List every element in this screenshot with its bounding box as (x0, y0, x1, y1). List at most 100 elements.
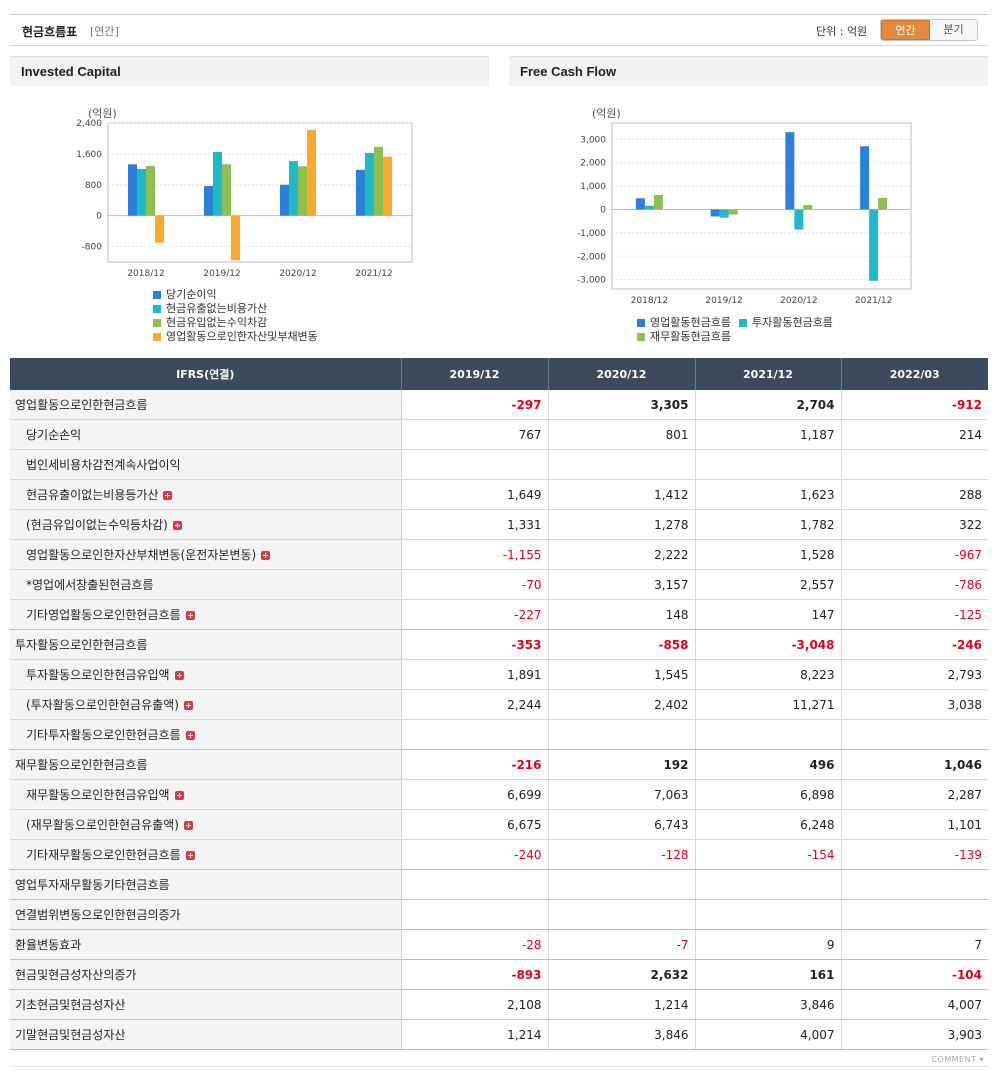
value-cell: -3,048 (695, 629, 842, 660)
header-col-2: 2020/12 (548, 358, 696, 390)
expand-plus-icon[interactable] (163, 491, 173, 500)
value-cell (841, 719, 988, 750)
value-cell: 6,675 (401, 809, 549, 840)
legend-item: 현금유출없는비용가산 (153, 302, 318, 316)
row-label: 당기순손익 (10, 419, 402, 450)
value-cell: -216 (401, 749, 549, 780)
expand-plus-icon[interactable] (185, 851, 195, 860)
row-label[interactable]: (현금유입이없는수익등차감) (10, 509, 402, 540)
x-tick-label: 2018/12 (631, 296, 668, 306)
expand-plus-icon[interactable] (172, 521, 182, 530)
legend-swatch (637, 333, 645, 341)
value-cell: 2,402 (548, 689, 696, 720)
row-label[interactable]: 기타영업활동으로인한현금흐름 (10, 599, 402, 630)
bar (860, 146, 870, 210)
expand-plus-icon[interactable] (174, 791, 184, 800)
bar (383, 156, 392, 216)
row-label: 기초현금및현금성자산 (10, 989, 402, 1020)
bar (644, 205, 654, 210)
row-label[interactable]: 현금유출이없는비용등가산 (10, 479, 402, 510)
expand-plus-icon[interactable] (183, 821, 193, 830)
row-label[interactable]: 재무활동으로인한현금유입액 (10, 779, 402, 810)
value-cell: 2,632 (548, 959, 696, 990)
table-row: 투자활동으로인한현금흐름 -353 -858 -3,048 -246 (10, 629, 988, 660)
expand-plus-icon[interactable] (185, 731, 195, 740)
table-row: 연결범위변동으로인한현금의증가 (10, 899, 988, 930)
row-label: 영업투자재무활동기타현금흐름 (10, 869, 402, 900)
annual-toggle-button[interactable]: 연간 (881, 20, 930, 40)
value-cell: 4,007 (695, 1019, 842, 1050)
quarter-toggle-button[interactable]: 분기 (930, 20, 977, 40)
value-cell (548, 719, 696, 750)
row-label: 법인세비용차감전계속사업이익 (10, 449, 402, 480)
row-label-text: 기말현금및현금성자산 (15, 1028, 126, 1042)
value-cell: 2,704 (695, 390, 842, 420)
value-cell: 2,287 (841, 779, 988, 810)
comment-toggle[interactable]: COMMENT ▾ (931, 1055, 984, 1064)
value-cell: 2,557 (695, 569, 842, 600)
bar (146, 165, 155, 216)
value-cell: 147 (695, 599, 842, 630)
value-cell: 6,898 (695, 779, 842, 810)
value-cell: 7 (841, 929, 988, 960)
value-cell: 8,223 (695, 659, 842, 690)
unit-label: (억원) (592, 107, 621, 120)
value-cell: 3,157 (548, 569, 696, 600)
legend-label: 영업활동현금흐름 (650, 316, 731, 329)
row-label[interactable]: (투자활동으로인한현금유출액) (10, 689, 402, 720)
bar (374, 146, 383, 216)
value-cell: -28 (401, 929, 549, 960)
bar (803, 205, 813, 210)
y-tick-label: 800 (85, 181, 102, 191)
value-cell: 496 (695, 749, 842, 780)
value-cell: 1,101 (841, 809, 988, 840)
value-cell (548, 449, 696, 480)
table-row: 현금및현금성자산의증가 -893 2,632 161 -104 (10, 959, 988, 990)
unit-label: 단위 : 억원 (816, 25, 868, 38)
value-cell: 9 (695, 929, 842, 960)
table-row: 기타재무활동으로인한현금흐름 -240 -128 -154 -139 (10, 839, 988, 870)
table-row: 기타투자활동으로인한현금흐름 (10, 719, 988, 750)
row-label[interactable]: 영업활동으로인한자산부채변동(운전자본변동) (10, 539, 402, 570)
row-label: *영업에서창출된현금흐름 (10, 569, 402, 600)
value-cell: 1,046 (841, 749, 988, 780)
value-cell: 1,331 (401, 509, 549, 540)
value-cell: -227 (401, 599, 549, 630)
y-tick-label: 1,000 (580, 182, 606, 192)
table-footer-line (10, 1066, 988, 1067)
invested-capital-legend: 당기순이익 현금유출없는비용가산 현금유입없는수익차감 영업활동으로인한자산및부채변동 (153, 288, 318, 344)
expand-plus-icon[interactable] (174, 671, 184, 680)
row-label[interactable]: 기타투자활동으로인한현금흐름 (10, 719, 402, 750)
row-label-text: 현금유출이없는비용등가산 (26, 488, 159, 502)
bar (794, 209, 804, 230)
row-label-text: 영업투자재무활동기타현금흐름 (15, 878, 170, 892)
table-row: 영업투자재무활동기타현금흐름 (10, 869, 988, 900)
row-label[interactable]: 기타재무활동으로인한현금흐름 (10, 839, 402, 870)
y-tick-label: -800 (82, 243, 103, 253)
legend-label: 투자활동현금흐름 (751, 316, 833, 329)
expand-plus-icon[interactable] (261, 551, 271, 560)
value-cell: 2,108 (401, 989, 549, 1020)
table-header-row: IFRS(연결) 2019/12 2020/12 2021/12 2022/03 (10, 358, 988, 390)
y-tick-label: -1,000 (577, 229, 606, 239)
header-col-1: 2019/12 (401, 358, 549, 390)
x-tick-label: 2018/12 (127, 269, 164, 279)
invested-capital-chart: (억원)2,400 1,600 800 0 -800 2018/12 2019/12 2020… (76, 107, 413, 279)
row-label-text: 환율변동효과 (15, 938, 82, 952)
value-cell: 1,545 (548, 659, 696, 690)
row-label-text: 당기순손익 (26, 428, 82, 442)
value-cell: -246 (841, 629, 988, 660)
value-cell: 1,891 (401, 659, 549, 690)
value-cell: 1,187 (695, 419, 842, 450)
expand-plus-icon[interactable] (185, 611, 195, 620)
value-cell: 3,038 (841, 689, 988, 720)
row-label[interactable]: 투자활동으로인한현금유입액 (10, 659, 402, 690)
bar (356, 169, 365, 216)
bar (280, 184, 289, 216)
statement-header: 현금흐름표 [연간] 단위 : 억원 연간 분기 (10, 14, 988, 46)
row-label[interactable]: (재무활동으로인한현금유출액) (10, 809, 402, 840)
expand-plus-icon[interactable] (183, 701, 193, 710)
row-label-text: 현금및현금성자산의증가 (15, 968, 137, 982)
table-row: 영업활동으로인한자산부채변동(운전자본변동) -1,155 2,222 1,528 -9… (10, 539, 988, 570)
legend-item: 당기순이익 (153, 288, 318, 302)
